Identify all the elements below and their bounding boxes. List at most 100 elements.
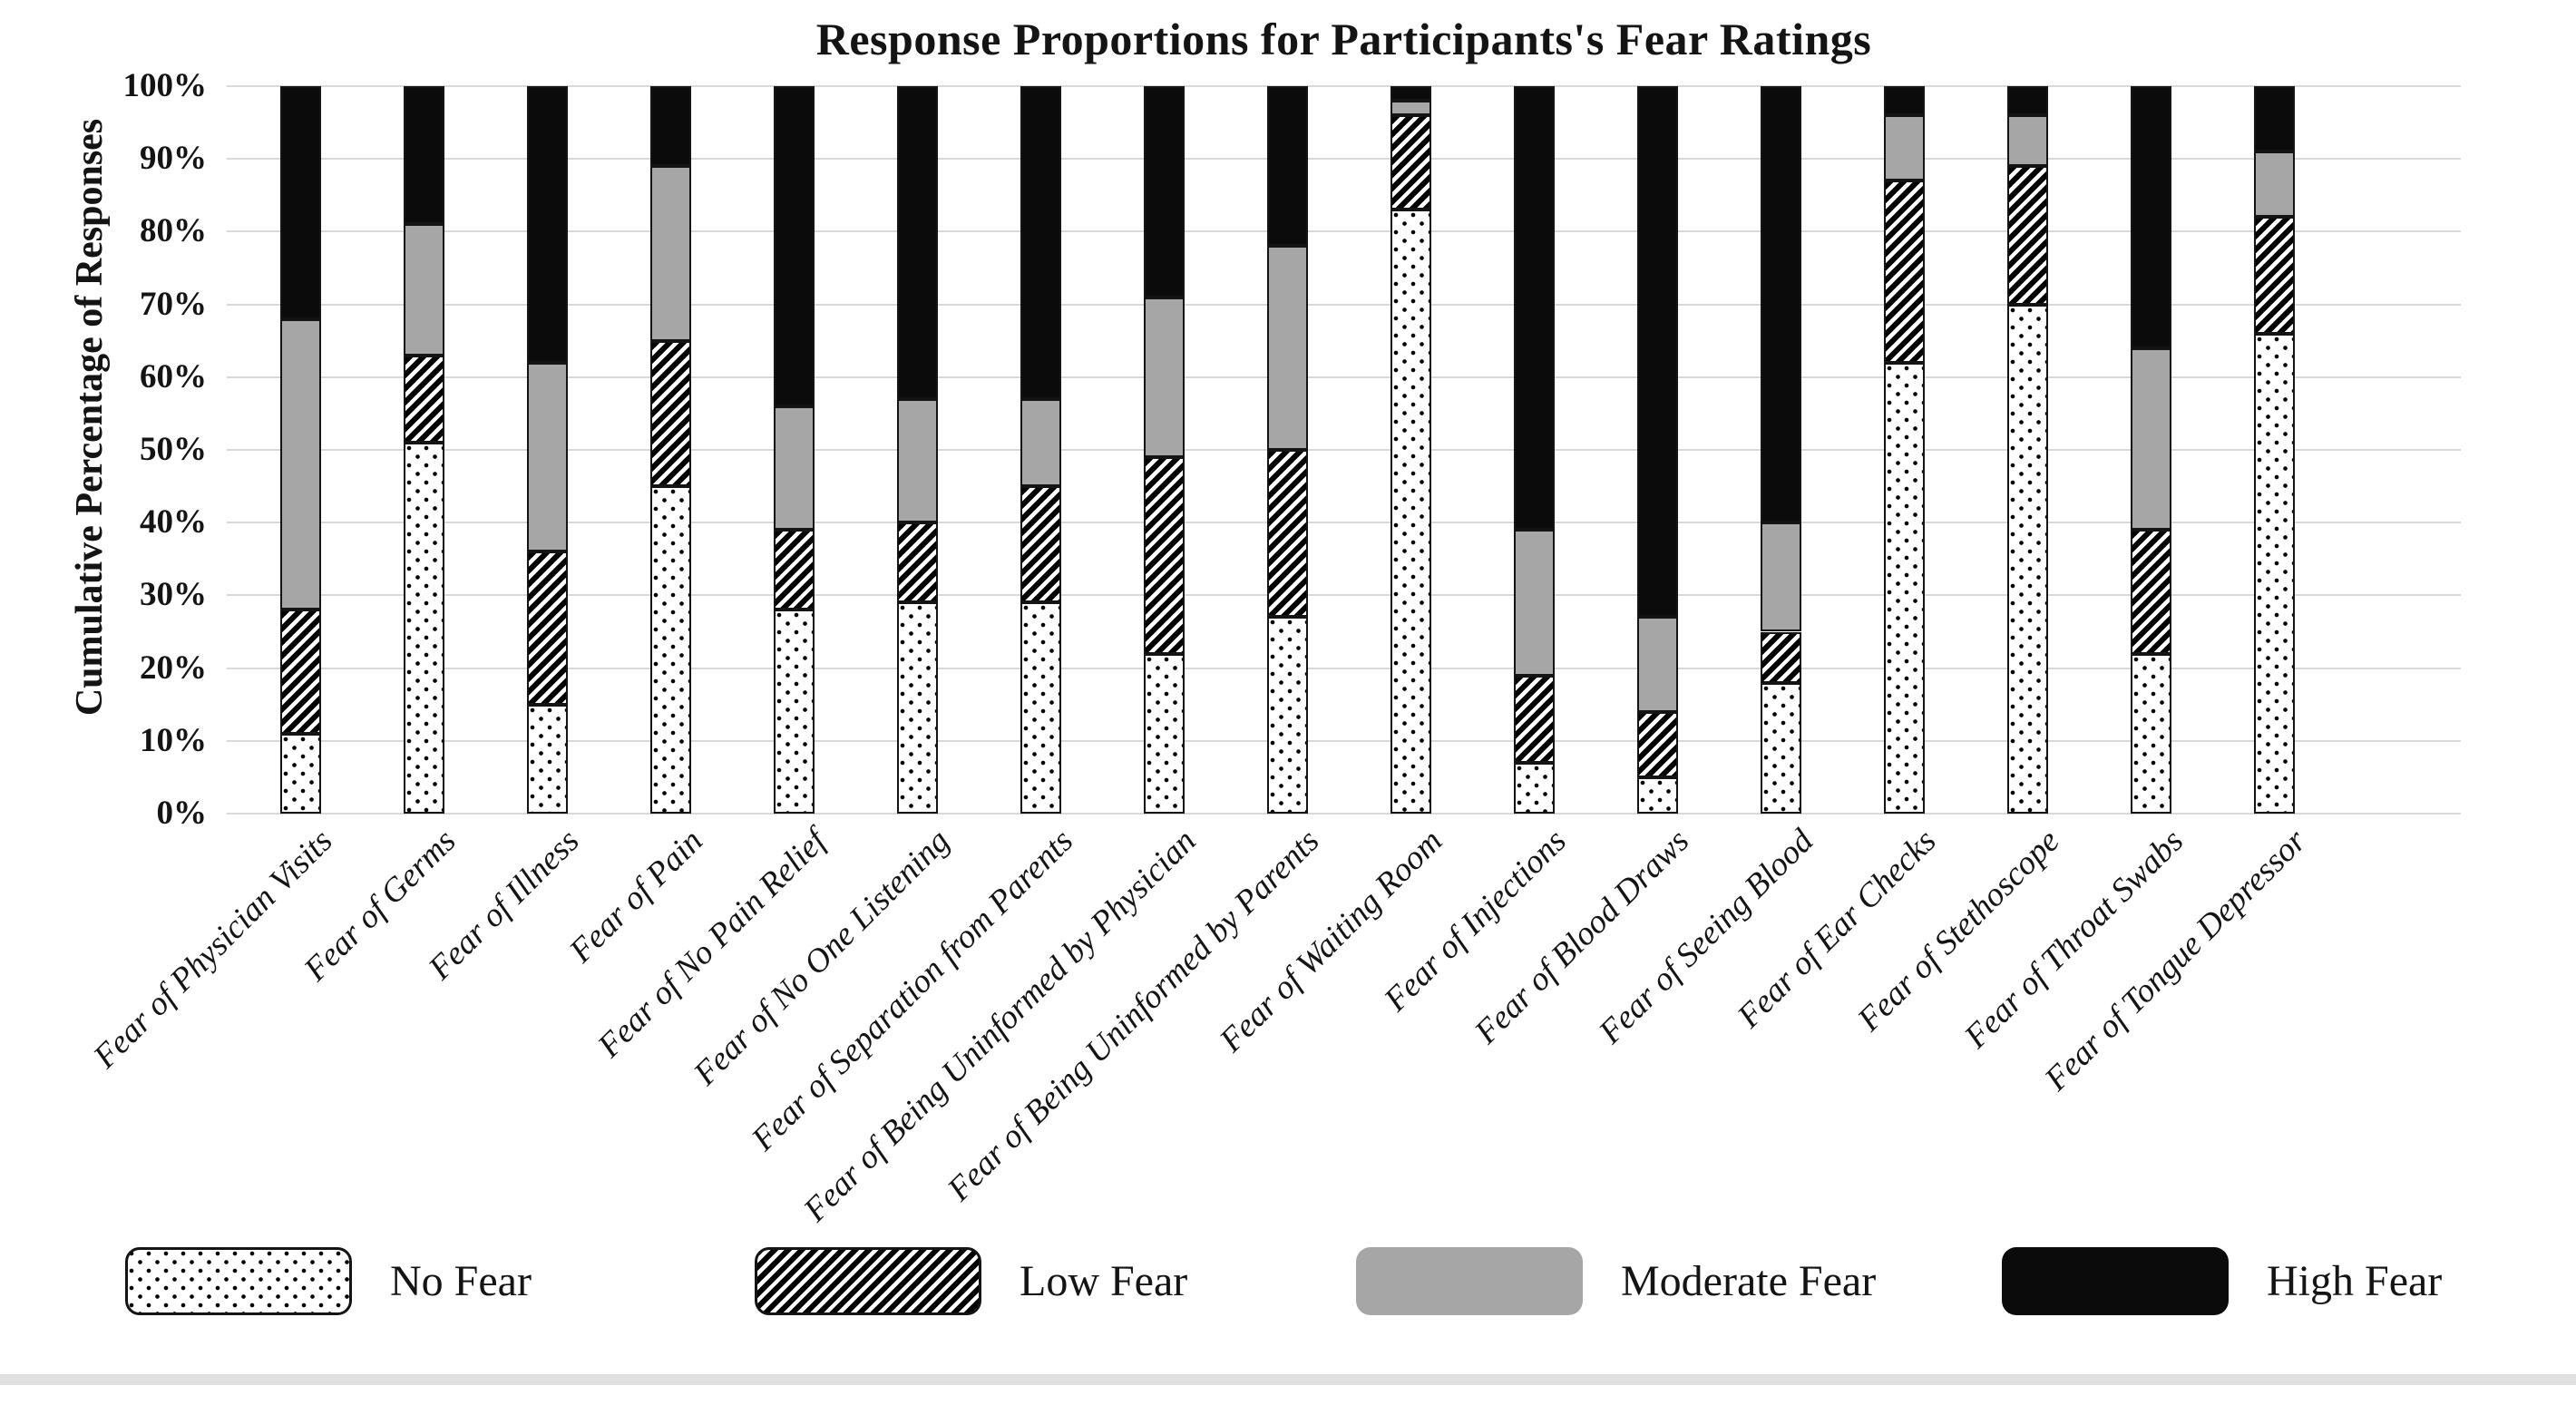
- bar-segment-moderate-fear: [2006, 115, 2048, 167]
- bar-segment-high-fear: [1636, 86, 1678, 618]
- bar-segment-moderate-fear: [1760, 522, 1801, 632]
- bar-segment-low-fear: [1636, 711, 1678, 777]
- y-tick-label: 40%: [140, 503, 207, 542]
- bar-segment-no-fear: [1636, 776, 1678, 814]
- legend-label: High Fear: [2267, 1257, 2443, 1305]
- gridline: [227, 158, 2461, 161]
- bar-segment-no-fear: [526, 704, 568, 814]
- bar-segment-moderate-fear: [1883, 115, 1925, 181]
- bar-segment-low-fear: [1760, 631, 1801, 683]
- bar-segment-no-fear: [2253, 333, 2295, 814]
- x-axis-label: Fear of Throat Swabs: [1956, 822, 2191, 1056]
- bar-segment-high-fear: [1390, 86, 1431, 102]
- bar-segment-no-fear: [1513, 762, 1555, 814]
- gridline: [227, 813, 2461, 815]
- x-axis-label: Fear of Physician Visits: [86, 822, 340, 1076]
- bar-segment-high-fear: [649, 86, 691, 167]
- bar-segment-low-fear: [1883, 181, 1925, 363]
- bar-segment-no-fear: [1020, 602, 1061, 814]
- legend-label: No Fear: [390, 1257, 532, 1305]
- bar-segment-no-fear: [1143, 653, 1185, 814]
- gridline: [227, 230, 2461, 233]
- bar-segment-moderate-fear: [1513, 530, 1555, 676]
- bar-segment-low-fear: [649, 340, 691, 487]
- bar-segment-high-fear: [1513, 86, 1555, 531]
- gridline: [227, 376, 2461, 378]
- bar-segment-low-fear: [1390, 115, 1431, 210]
- bar-segment-moderate-fear: [1390, 101, 1431, 116]
- bar-segment-low-fear: [2006, 166, 2048, 305]
- bar-segment-moderate-fear: [526, 362, 568, 552]
- y-tick-label: 70%: [140, 285, 207, 323]
- gridline: [227, 85, 2461, 87]
- legend-label: Moderate Fear: [1621, 1257, 1877, 1305]
- bar-segment-high-fear: [1883, 86, 1925, 116]
- bar-segment-moderate-fear: [1143, 297, 1185, 458]
- bar-segment-no-fear: [1390, 210, 1431, 814]
- legend-swatch-solid-gray: [1356, 1247, 1583, 1315]
- bar-segment-moderate-fear: [1266, 246, 1308, 450]
- bar-segment-moderate-fear: [2253, 151, 2295, 218]
- bar-segment-high-fear: [2006, 86, 2048, 116]
- bar-segment-low-fear: [526, 551, 568, 705]
- bar-segment-moderate-fear: [1636, 617, 1678, 712]
- x-axis-label: Fear of No Pain Relief: [590, 822, 834, 1066]
- x-axis-label: Fear of Seeing Blood: [1591, 822, 1820, 1051]
- bar-segment-low-fear: [1020, 486, 1061, 603]
- bar-segment-moderate-fear: [2130, 347, 2171, 531]
- legend-label: Low Fear: [1020, 1257, 1188, 1305]
- bar-segment-low-fear: [279, 610, 321, 734]
- bar-segment-no-fear: [1760, 682, 1801, 814]
- y-tick-label: 50%: [140, 431, 207, 468]
- bar-segment-no-fear: [2130, 653, 2171, 814]
- bar-segment-moderate-fear: [1020, 398, 1061, 487]
- bar-segment-moderate-fear: [773, 405, 815, 531]
- page-bottom-divider: [0, 1374, 2576, 1385]
- y-tick-label: 0%: [156, 795, 208, 832]
- y-tick-label: 30%: [140, 576, 207, 614]
- bar-segment-no-fear: [1266, 617, 1308, 814]
- bar-segment-high-fear: [1266, 86, 1308, 247]
- bar-segment-low-fear: [1143, 457, 1185, 654]
- bar-segment-high-fear: [2130, 86, 2171, 348]
- bar-segment-high-fear: [526, 86, 568, 363]
- gridline: [227, 739, 2461, 742]
- bar-segment-no-fear: [649, 486, 691, 814]
- bar-segment-low-fear: [1266, 450, 1308, 618]
- bar-segment-high-fear: [279, 86, 321, 319]
- bar-segment-low-fear: [896, 522, 938, 603]
- bar-segment-no-fear: [279, 733, 321, 814]
- gridline: [227, 667, 2461, 669]
- bar-segment-low-fear: [1513, 675, 1555, 763]
- legend-swatch-stripes: [755, 1247, 981, 1315]
- gridline: [227, 303, 2461, 306]
- y-tick-label: 10%: [140, 721, 207, 759]
- bar-segment-low-fear: [2253, 217, 2295, 334]
- bar-segment-no-fear: [773, 610, 815, 814]
- legend-swatch-solid-black: [2002, 1247, 2229, 1315]
- y-tick-label: 20%: [140, 649, 207, 687]
- bar-segment-no-fear: [1883, 362, 1925, 814]
- bar-segment-moderate-fear: [403, 224, 444, 356]
- bar-segment-high-fear: [773, 86, 815, 406]
- y-tick-label: 90%: [140, 140, 207, 178]
- x-axis-label: Fear of Blood Draws: [1468, 822, 1697, 1051]
- bar-segment-moderate-fear: [896, 398, 938, 523]
- bar-segment-high-fear: [2253, 86, 2295, 152]
- bar-segment-no-fear: [2006, 304, 2048, 814]
- bar-segment-moderate-fear: [649, 166, 691, 341]
- bar-segment-low-fear: [773, 530, 815, 610]
- bar-segment-high-fear: [1143, 86, 1185, 298]
- bar-segment-low-fear: [2130, 530, 2171, 654]
- bar-segment-low-fear: [403, 355, 444, 443]
- x-axis-label: Fear of Waiting Room: [1213, 822, 1450, 1060]
- legend-swatch-dots: [125, 1247, 352, 1315]
- bar-segment-high-fear: [1020, 86, 1061, 399]
- y-tick-label: 80%: [140, 212, 207, 250]
- gridline: [227, 522, 2461, 524]
- bar-segment-high-fear: [896, 86, 938, 399]
- bar-segment-no-fear: [896, 602, 938, 814]
- y-tick-label: 100%: [122, 67, 208, 104]
- bar-segment-no-fear: [403, 442, 444, 814]
- gridline: [227, 594, 2461, 597]
